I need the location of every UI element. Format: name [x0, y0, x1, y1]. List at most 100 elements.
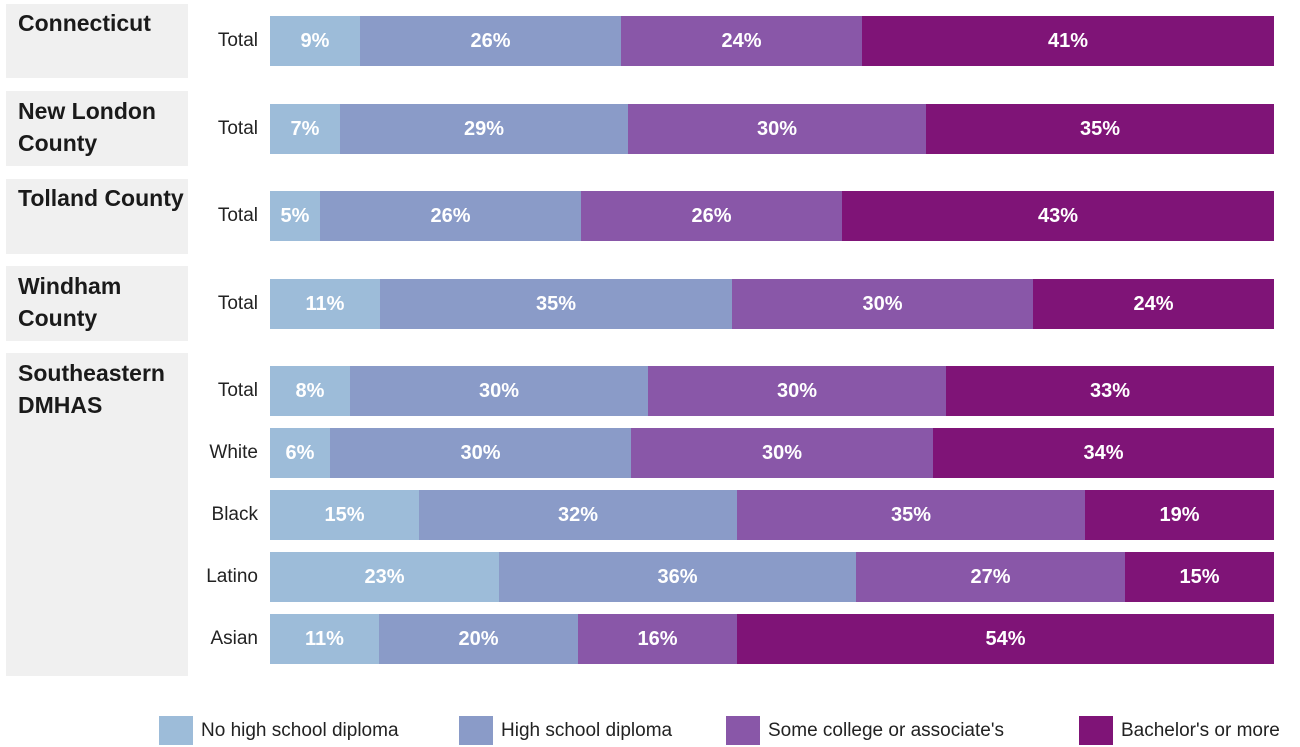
group-panel [6, 353, 188, 676]
bar-segment [350, 366, 648, 416]
bar-segment [578, 614, 737, 664]
row-label: Total [217, 205, 258, 226]
bar-segment [946, 366, 1274, 416]
bar-segment [320, 191, 581, 241]
row-label: Latino [206, 566, 258, 587]
bar-segment [732, 279, 1033, 329]
bar-segment [933, 428, 1274, 478]
data-label: 32% [557, 504, 599, 526]
data-label: 11% [305, 628, 344, 650]
bar-segment [270, 104, 340, 154]
bar-segment [648, 366, 946, 416]
row-label: White [209, 442, 258, 463]
data-label: 20% [458, 628, 499, 650]
data-label: 54% [985, 628, 1026, 650]
bar-segment [737, 614, 1274, 664]
group-panel [6, 91, 188, 166]
bar-segment [270, 191, 320, 241]
bar-segment [270, 552, 499, 602]
data-label: 35% [535, 293, 577, 315]
data-label: 7% [290, 118, 320, 140]
row-label: Total [217, 30, 258, 51]
bar-segment [270, 366, 350, 416]
legend-label: High school diploma [501, 720, 673, 741]
bar-segment [379, 614, 578, 664]
legend-swatch [459, 716, 493, 745]
data-label: 15% [1179, 566, 1220, 588]
row-label: Asian [210, 628, 258, 649]
data-label: 11% [305, 293, 345, 315]
data-label: 8% [295, 380, 325, 402]
data-label: 30% [776, 380, 818, 402]
data-label: 35% [890, 504, 932, 526]
data-label: 30% [460, 442, 501, 464]
group-panel [6, 4, 188, 78]
group-label: Tolland County [18, 185, 184, 211]
bar-segment [270, 16, 360, 66]
bar-segment [856, 552, 1125, 602]
data-label: 9% [300, 30, 330, 52]
bar-segment [380, 279, 732, 329]
legend-label: Bachelor's or more [1121, 720, 1280, 741]
data-label: 27% [970, 566, 1011, 588]
bar-segment [270, 490, 419, 540]
bar-segment [270, 279, 380, 329]
bar-segment [360, 16, 621, 66]
legend-swatch [159, 716, 193, 745]
data-label: 43% [1037, 205, 1079, 227]
data-label: 30% [761, 442, 803, 464]
data-label: 33% [1089, 380, 1131, 402]
bar-segment [1085, 490, 1274, 540]
data-label: 30% [862, 293, 903, 315]
data-label: 16% [637, 628, 678, 650]
data-label: 23% [364, 566, 405, 588]
bar-segment [926, 104, 1274, 154]
bar-segment [628, 104, 926, 154]
data-label: 15% [324, 504, 365, 526]
legend: No high school diploma High school diplo… [0, 716, 1300, 746]
data-label: 41% [1047, 30, 1089, 52]
group-label: Southeastern DMHAS [18, 360, 165, 418]
bar-segment [737, 490, 1085, 540]
data-label: 34% [1083, 442, 1124, 464]
legend-label: Some college or associate's [768, 720, 1004, 741]
data-label: 19% [1159, 504, 1200, 526]
data-label: 24% [721, 30, 762, 52]
legend-label: No high school diploma [201, 720, 399, 741]
bar-segment [1033, 279, 1274, 329]
row-label: Total [217, 293, 258, 314]
group-label: New London County [18, 98, 156, 156]
data-label: 35% [1079, 118, 1121, 140]
bar-segment [270, 614, 379, 664]
bar-segment [631, 428, 933, 478]
bar-segment [419, 490, 737, 540]
bar-segment [330, 428, 631, 478]
bar-segment [1125, 552, 1274, 602]
bar-segment [581, 191, 842, 241]
data-label: 26% [430, 205, 471, 227]
data-label: 26% [691, 205, 732, 227]
row-label: Total [217, 118, 258, 139]
data-label: 36% [657, 566, 698, 588]
legend-swatch [1079, 716, 1113, 745]
bar-segment [621, 16, 862, 66]
group-label: Connecticut [18, 10, 151, 36]
bar-segment [842, 191, 1274, 241]
data-label: 26% [470, 30, 511, 52]
group-panel [6, 179, 188, 254]
group-panel [6, 266, 188, 341]
bar-segment [499, 552, 856, 602]
data-label: 30% [478, 380, 520, 402]
data-label: 30% [756, 118, 798, 140]
row-label: Total [217, 380, 258, 401]
legend-swatch [726, 716, 760, 745]
bar-segment [340, 104, 628, 154]
bar-segment [270, 428, 330, 478]
group-label: Windham County [18, 273, 122, 331]
data-label: 24% [1133, 293, 1174, 315]
row-label: Black [211, 504, 258, 525]
data-label: 6% [285, 442, 315, 464]
bar-segment [862, 16, 1274, 66]
data-label: 29% [463, 118, 505, 140]
